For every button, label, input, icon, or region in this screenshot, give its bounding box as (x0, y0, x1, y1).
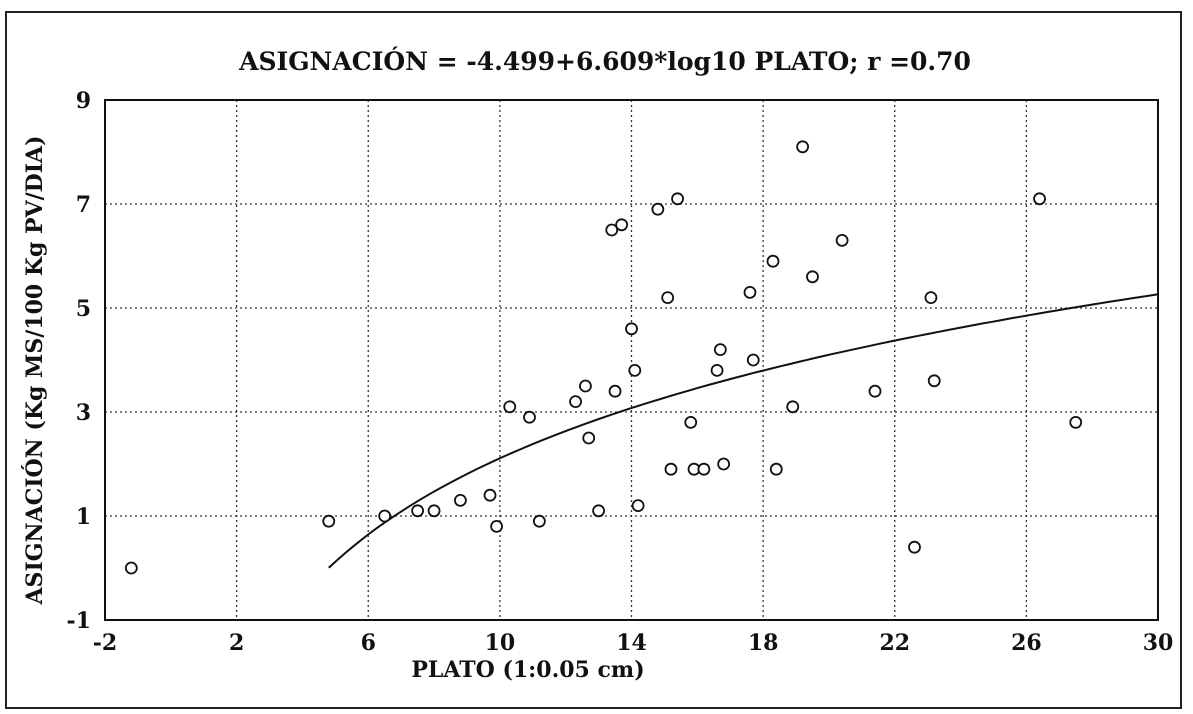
data-point (766, 254, 780, 268)
data-point (796, 140, 810, 154)
data-point (664, 462, 678, 476)
data-point (615, 218, 629, 232)
data-point (1069, 415, 1083, 429)
data-point (503, 400, 517, 414)
data-point (743, 285, 757, 299)
data-point (579, 379, 592, 393)
x-tick-label: 18 (748, 630, 779, 656)
data-point (453, 493, 467, 507)
x-tick-label: 6 (361, 630, 376, 656)
data-point (411, 504, 425, 518)
data-points (124, 140, 1083, 575)
data-point (924, 291, 938, 305)
y-tick-label: 5 (76, 296, 91, 322)
x-tick-label: -2 (93, 630, 117, 656)
data-point (490, 520, 503, 533)
data-point (124, 561, 138, 575)
grid-lines (105, 100, 1158, 620)
data-point (605, 223, 619, 237)
y-tick-label: 9 (76, 88, 91, 114)
data-point (927, 374, 941, 388)
data-point (717, 457, 731, 471)
y-tick-label: 1 (76, 504, 91, 530)
data-point (769, 462, 783, 476)
data-point (628, 363, 642, 377)
data-point (710, 363, 724, 377)
x-tick-label: 26 (1011, 630, 1042, 656)
plot-area-frame (104, 99, 1159, 621)
data-point (684, 415, 698, 429)
data-point (378, 509, 392, 523)
data-point (608, 384, 622, 398)
data-point (1033, 192, 1046, 206)
data-point (483, 488, 497, 502)
chart-title: ASIGNACIÓN = -4.499+6.609*log10 PLATO; r… (238, 47, 971, 76)
regression-curve (328, 293, 1159, 569)
x-tick-label: 10 (485, 630, 516, 656)
data-point (625, 322, 638, 336)
x-tick-label: 22 (879, 630, 910, 656)
data-point (651, 202, 665, 216)
data-point (661, 291, 675, 305)
figure-border (5, 11, 1182, 709)
data-point (592, 504, 605, 518)
data-point (835, 233, 849, 247)
data-point (569, 395, 582, 409)
data-point (671, 192, 684, 206)
data-point (322, 514, 336, 528)
y-tick-label: 3 (76, 400, 91, 426)
data-point (713, 343, 727, 357)
data-point (631, 499, 645, 513)
x-tick-label: 30 (1143, 630, 1174, 656)
data-point (908, 540, 921, 554)
data-point (806, 270, 819, 284)
x-axis-label: PLATO (1:0.05 cm) (411, 657, 644, 683)
data-point (868, 384, 882, 398)
x-tick-label: 14 (616, 630, 647, 656)
data-point (523, 410, 536, 424)
data-point (532, 514, 546, 528)
data-point (582, 431, 596, 445)
y-tick-labels: -1 1 3 5 7 9 (67, 88, 91, 634)
data-point (786, 400, 800, 414)
y-tick-label: -1 (67, 608, 91, 634)
x-tick-label: 2 (229, 630, 244, 656)
data-point (746, 353, 760, 367)
data-point (697, 462, 711, 476)
data-point (427, 504, 441, 518)
x-tick-labels: -2 2 6 10 14 18 22 26 30 (93, 630, 1174, 656)
y-axis-label: ASIGNACIÓN (Kg MS/100 Kg PV/DIA) (21, 135, 48, 605)
y-tick-label: 7 (76, 192, 91, 218)
